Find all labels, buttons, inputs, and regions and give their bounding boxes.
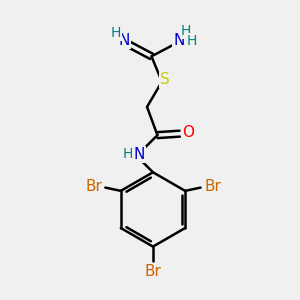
Text: Br: Br (85, 179, 102, 194)
Text: H: H (187, 34, 197, 48)
Text: S: S (160, 72, 170, 87)
Text: H: H (181, 23, 191, 38)
Text: Br: Br (204, 179, 221, 194)
Text: O: O (182, 125, 194, 140)
Text: H: H (122, 148, 133, 161)
Text: H: H (111, 26, 121, 40)
Text: N: N (133, 147, 145, 162)
Text: N: N (173, 33, 185, 48)
Text: N: N (118, 33, 130, 48)
Text: Br: Br (145, 264, 161, 279)
